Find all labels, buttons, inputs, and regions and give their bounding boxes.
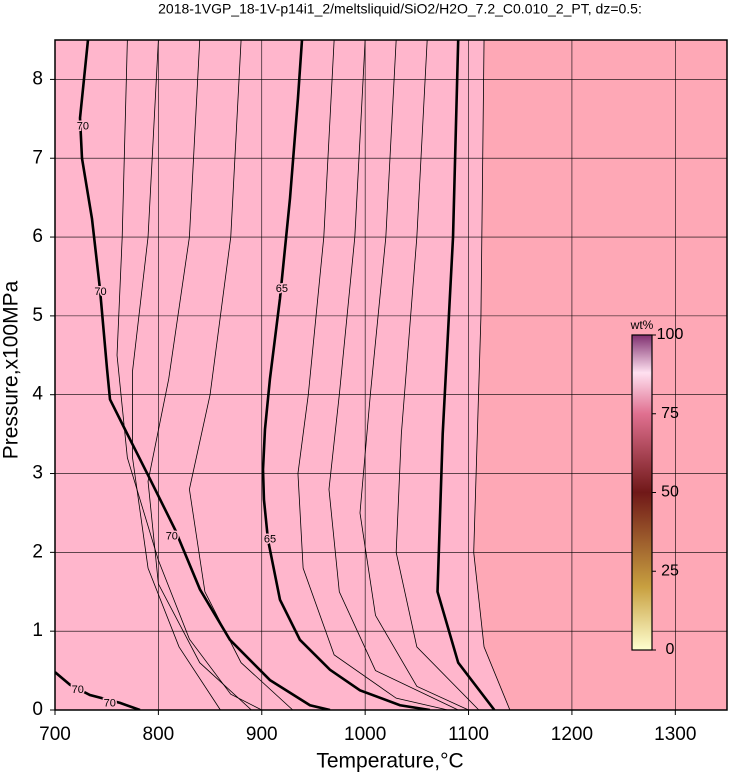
y-tick-label: 2 bbox=[32, 541, 43, 562]
colorbar-tick-label: 0 bbox=[666, 641, 675, 658]
contour-label: 70 bbox=[72, 684, 84, 696]
y-tick-label: 5 bbox=[32, 305, 43, 326]
contour-line bbox=[395, 40, 480, 710]
contour-label: 70 bbox=[77, 121, 89, 133]
y-tick-label: 1 bbox=[32, 620, 43, 641]
contour-label: 70 bbox=[94, 286, 106, 298]
contour-label: 70 bbox=[166, 530, 178, 542]
colorbar-tick-label: 50 bbox=[661, 484, 679, 501]
contour-label: 70 bbox=[104, 698, 116, 710]
contour-line bbox=[261, 40, 431, 710]
x-tick-label: 700 bbox=[39, 724, 71, 745]
x-tick-label: 1100 bbox=[448, 724, 489, 745]
chart-title: 2018-1VGP_18-1V-p14i1_2/meltsliquid/SiO2… bbox=[158, 1, 642, 17]
x-tick-label: 1300 bbox=[654, 724, 696, 745]
contours: 70 70 70 65 65 70 70 bbox=[55, 40, 511, 710]
y-tick-label: 8 bbox=[32, 68, 43, 89]
colorbar bbox=[631, 334, 653, 651]
y-axis-label: Pressure,x100MPa bbox=[0, 280, 23, 459]
y-tick-label: 0 bbox=[32, 699, 43, 720]
y-tick-label: 7 bbox=[32, 147, 43, 168]
colorbar-tick-label: 75 bbox=[661, 405, 679, 422]
x-tick-label: 1200 bbox=[551, 724, 593, 745]
contour-line bbox=[436, 40, 496, 710]
x-tick-label: 1000 bbox=[344, 724, 386, 745]
y-tick-label: 6 bbox=[32, 226, 43, 247]
colorbar-tick-label: 25 bbox=[661, 562, 679, 579]
x-tick-label: 800 bbox=[143, 724, 175, 745]
contour-label: 65 bbox=[264, 534, 276, 546]
x-tick-label: 900 bbox=[246, 724, 278, 745]
contour-label: 65 bbox=[276, 283, 288, 295]
contour-line bbox=[78, 40, 331, 710]
colorbar-label: wt% bbox=[630, 318, 654, 332]
contour-line bbox=[55, 671, 141, 710]
plot-frame bbox=[54, 39, 728, 711]
region-shade bbox=[55, 40, 510, 710]
colorbar-tick-label: 100 bbox=[657, 326, 684, 343]
contour-line bbox=[297, 40, 448, 710]
y-tick-label: 4 bbox=[32, 384, 43, 405]
y-tick-label: 3 bbox=[32, 463, 43, 484]
x-axis-label: Temperature,°C bbox=[316, 750, 463, 773]
